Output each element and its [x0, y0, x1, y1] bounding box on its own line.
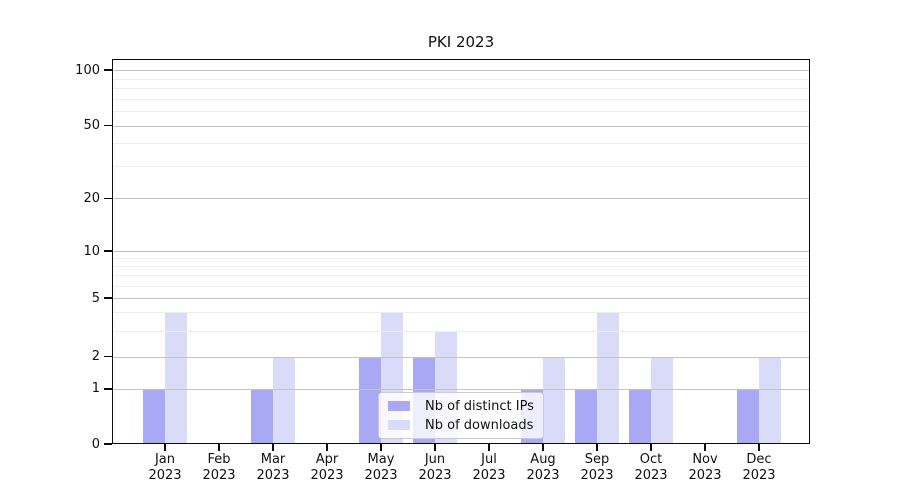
y-tick: [104, 388, 112, 390]
x-tick-label: Jul 2023: [472, 452, 506, 483]
gridline-major: [112, 70, 810, 72]
y-tick-label: 0: [91, 436, 100, 452]
x-tick-label: Sep 2023: [580, 452, 614, 483]
y-tick-label: 20: [83, 190, 100, 206]
y-tick-label: 100: [75, 62, 100, 78]
y-tick-label: 10: [83, 243, 100, 259]
gridline-minor: [112, 266, 810, 268]
x-tick-label: Feb 2023: [202, 452, 236, 483]
gridline-minor: [112, 330, 810, 332]
bar-ips-dec: [737, 388, 759, 444]
bar-downloads-sep: [597, 312, 619, 444]
legend-label-distinct-ips: Nb of distinct IPs: [425, 398, 534, 414]
y-tick: [104, 69, 112, 71]
x-tick-label: Mar 2023: [256, 452, 290, 483]
bar-downloads-dec: [759, 356, 781, 444]
y-tick: [104, 124, 112, 127]
x-tick: [164, 444, 166, 451]
y-tick: [104, 197, 112, 200]
gridline-major: [112, 356, 810, 358]
y-tick: [104, 355, 112, 358]
x-tick-label: Aug 2023: [526, 452, 560, 483]
x-tick: [272, 444, 274, 451]
y-tick-label: 5: [91, 290, 100, 306]
x-tick-label: Oct 2023: [634, 452, 668, 483]
gridline-major: [112, 298, 810, 300]
gridline-minor: [112, 143, 810, 145]
x-tick: [326, 444, 328, 451]
x-tick: [650, 444, 652, 451]
legend-entry-downloads: Nb of downloads: [388, 418, 534, 433]
x-tick: [704, 444, 706, 451]
legend-swatch-distinct-ips: [388, 401, 410, 411]
x-tick-label: Apr 2023: [310, 452, 344, 483]
legend-label-downloads: Nb of downloads: [425, 417, 534, 433]
legend-swatch-downloads: [388, 420, 410, 430]
gridline-minor: [112, 78, 810, 80]
gridline-minor: [112, 111, 810, 113]
x-tick-label: Nov 2023: [688, 452, 722, 483]
gridline-minor: [112, 258, 810, 260]
y-tick: [104, 443, 112, 445]
bar-ips-may: [359, 356, 381, 444]
legend: Nb of distinct IPs Nb of downloads: [378, 392, 544, 439]
y-tick: [104, 297, 112, 299]
bar-ips-oct: [629, 388, 651, 444]
gridline-minor: [112, 312, 810, 314]
x-tick-label: May 2023: [364, 452, 398, 483]
bar-ips-sep: [575, 388, 597, 444]
x-tick: [542, 444, 544, 451]
gridline-major: [112, 125, 810, 127]
bar-ips-jan: [143, 388, 165, 444]
x-tick: [488, 444, 490, 451]
y-tick-label: 50: [83, 118, 100, 134]
gridline-major: [112, 198, 810, 200]
bar-ips-mar: [251, 388, 273, 444]
legend-entry-distinct-ips: Nb of distinct IPs: [388, 399, 534, 414]
x-tick-label: Jun 2023: [418, 452, 452, 483]
x-tick-label: Dec 2023: [742, 452, 776, 483]
gridline-minor: [112, 275, 810, 277]
y-tick-label: 2: [91, 349, 100, 365]
x-tick: [380, 444, 382, 451]
x-tick: [218, 444, 220, 451]
y-tick-label: 1: [91, 381, 100, 397]
gridline-minor: [112, 88, 810, 89]
gridline-major: [112, 388, 810, 390]
bar-downloads-oct: [651, 356, 673, 444]
gridline-major: [112, 251, 810, 253]
bar-downloads-jan: [165, 312, 187, 444]
bar-downloads-mar: [273, 356, 295, 444]
x-tick: [434, 444, 436, 451]
y-tick: [104, 250, 112, 252]
bar-downloads-aug: [543, 356, 565, 444]
chart-title: PKI 2023: [427, 33, 495, 51]
x-tick: [596, 444, 598, 451]
gridline-minor: [112, 285, 810, 287]
gridline-minor: [112, 98, 810, 100]
gridline-minor: [112, 166, 810, 168]
x-tick-label: Jan 2023: [148, 452, 182, 483]
x-tick: [758, 444, 760, 451]
